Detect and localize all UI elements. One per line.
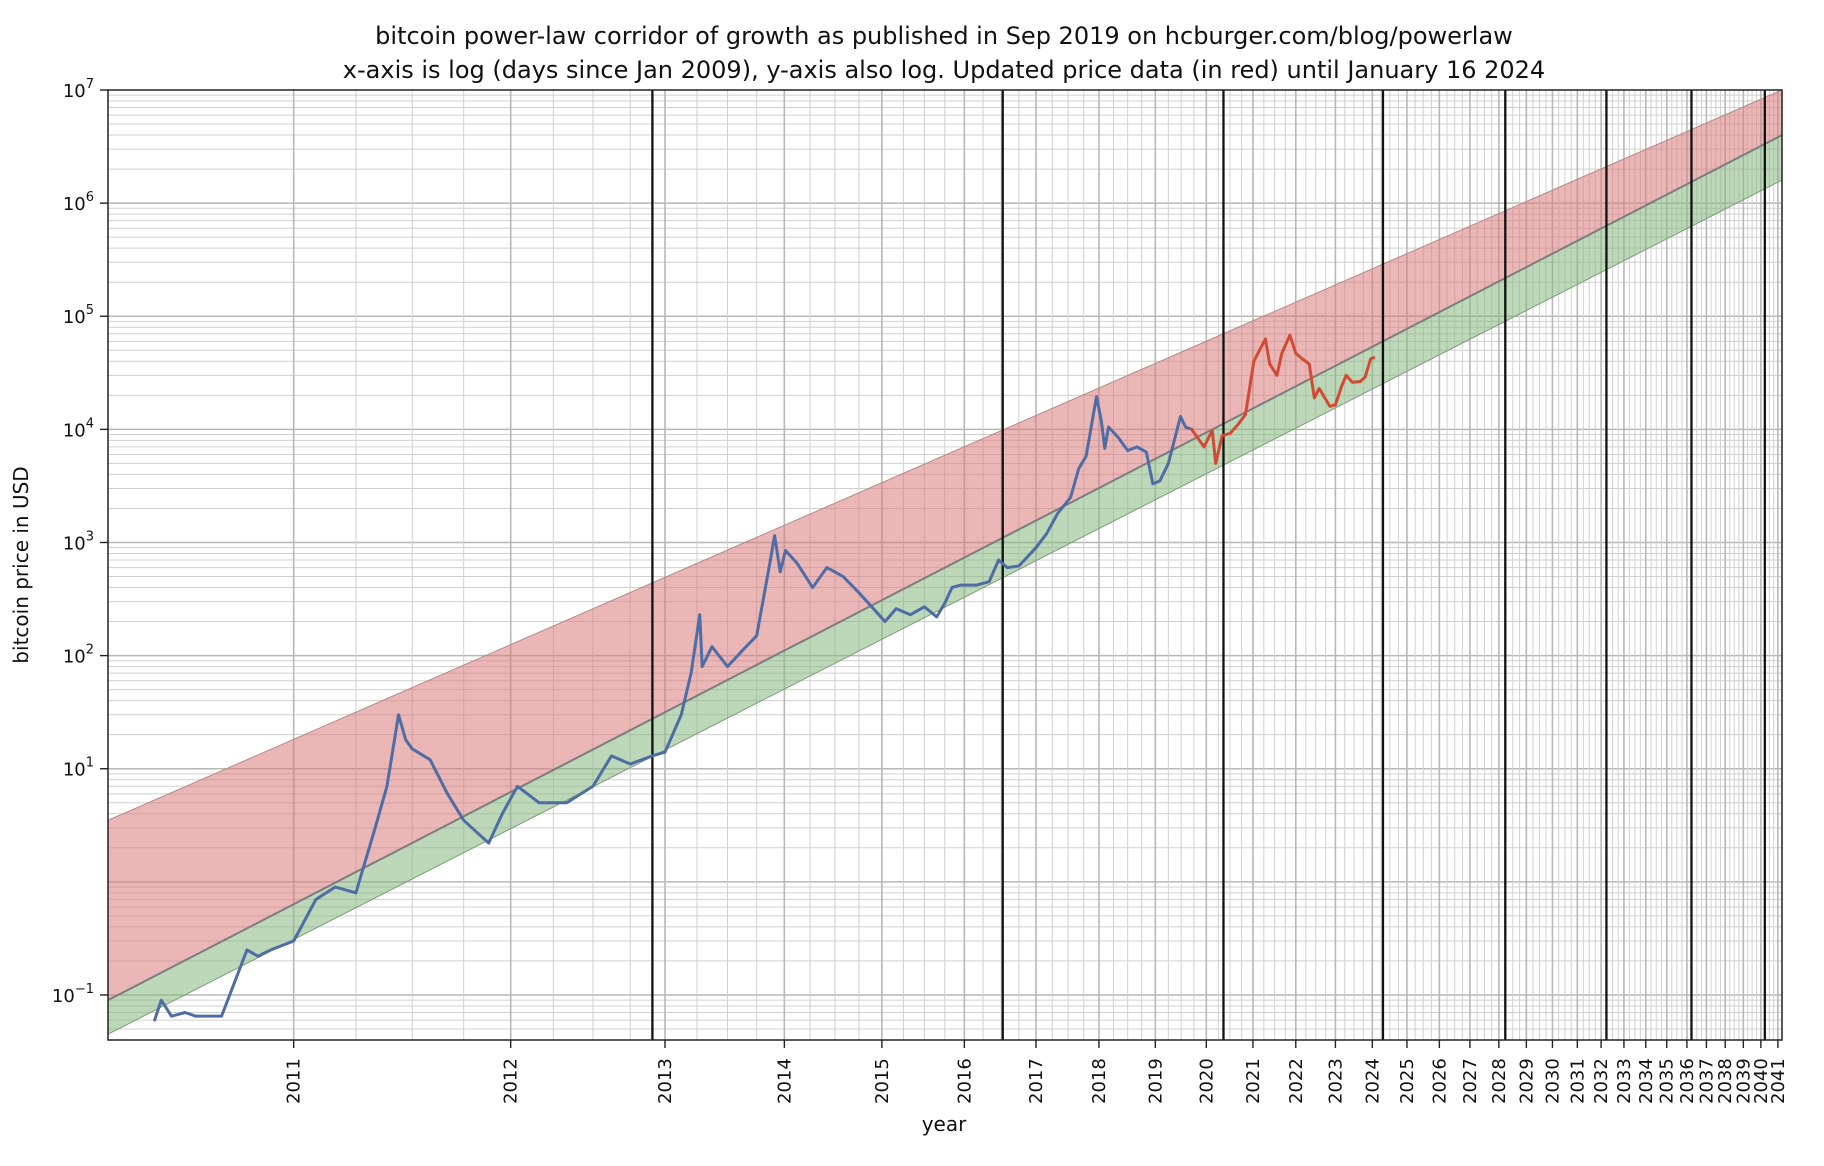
y-tick-label-6: 105 xyxy=(63,303,94,328)
x-tick-label-2022: 2022 xyxy=(1286,1058,1307,1104)
x-tick-label-2027: 2027 xyxy=(1460,1058,1481,1104)
y-tick-exponent: 1 xyxy=(86,756,94,771)
y-tick-base: 10 xyxy=(63,81,86,102)
x-tick-label-2030: 2030 xyxy=(1542,1058,1563,1104)
x-tick-label-2026: 2026 xyxy=(1429,1058,1450,1104)
x-tick-label-2020: 2020 xyxy=(1196,1058,1217,1104)
x-tick-label-2018: 2018 xyxy=(1089,1058,1110,1104)
y-tick-exponent: 2 xyxy=(86,643,94,658)
x-tick-label-2035: 2035 xyxy=(1657,1058,1678,1104)
y-tick-exponent: 5 xyxy=(86,303,94,318)
x-tick-label-2024: 2024 xyxy=(1362,1058,1383,1104)
y-tick-exponent: 6 xyxy=(86,190,94,205)
y-tick-base: 10 xyxy=(63,307,86,328)
x-tick-label-2012: 2012 xyxy=(501,1058,522,1104)
x-tick-label-2028: 2028 xyxy=(1489,1058,1510,1104)
y-tick-base: 10 xyxy=(63,533,86,554)
x-tick-label-2041: 2041 xyxy=(1768,1058,1789,1104)
y-tick-base: 10 xyxy=(63,647,86,668)
y-tick-label-1: 10−1 xyxy=(52,982,94,1007)
chart-title: bitcoin power-law corridor of growth as … xyxy=(375,22,1513,50)
x-axis-label: year xyxy=(922,1112,967,1136)
x-tick-label-2011: 2011 xyxy=(284,1058,305,1104)
x-tick-label-2038: 2038 xyxy=(1715,1058,1736,1104)
x-tick-label-2033: 2033 xyxy=(1614,1058,1635,1104)
y-tick-base: 10 xyxy=(63,420,86,441)
y-tick-exponent: 3 xyxy=(86,529,94,544)
x-tick-label-2021: 2021 xyxy=(1243,1058,1264,1104)
x-tick-label-2016: 2016 xyxy=(954,1058,975,1104)
x-tick-label-2037: 2037 xyxy=(1696,1058,1717,1104)
y-tick-base: 10 xyxy=(63,760,86,781)
marker-layer xyxy=(651,90,1766,1040)
x-tick-label-2034: 2034 xyxy=(1636,1058,1657,1104)
x-tick-label-2015: 2015 xyxy=(872,1058,893,1104)
chart-subtitle: x-axis is log (days since Jan 2009), y-a… xyxy=(343,56,1545,84)
y-tick-label-8: 107 xyxy=(63,77,94,102)
x-tick-label-2032: 2032 xyxy=(1591,1058,1612,1104)
updated-price-line xyxy=(1190,333,1376,465)
plot-frame xyxy=(107,89,1783,1041)
y-tick-label-2: 101 xyxy=(63,756,94,781)
x-tick-label-2019: 2019 xyxy=(1145,1058,1166,1104)
y-tick-base: 10 xyxy=(63,194,86,215)
y-axis-label: bitcoin price in USD xyxy=(9,466,33,663)
y-tick-label-4: 103 xyxy=(63,529,94,554)
x-tick-label-2040: 2040 xyxy=(1751,1058,1772,1104)
corridor-midline xyxy=(107,134,1783,1002)
x-tick-label-2029: 2029 xyxy=(1516,1058,1537,1104)
x-tick-label-2036: 2036 xyxy=(1677,1058,1698,1104)
y-tick-label-5: 104 xyxy=(63,416,94,441)
y-tick-base: 10 xyxy=(52,986,75,1007)
x-tick-label-2039: 2039 xyxy=(1733,1058,1754,1104)
y-tick-label-3: 102 xyxy=(63,643,94,668)
x-tick-label-2017: 2017 xyxy=(1026,1058,1047,1104)
y-tick-exponent: 7 xyxy=(86,77,94,92)
x-tick-label-2031: 2031 xyxy=(1567,1058,1588,1104)
y-tick-exponent: −1 xyxy=(75,982,94,997)
historical-price-line xyxy=(153,395,1194,1022)
x-tick-label-2013: 2013 xyxy=(655,1058,676,1104)
x-tick-label-2014: 2014 xyxy=(774,1058,795,1104)
y-tick-exponent: 4 xyxy=(86,416,94,431)
x-tick-label-2023: 2023 xyxy=(1325,1058,1346,1104)
y-tick-label-7: 106 xyxy=(63,190,94,215)
x-tick-label-2025: 2025 xyxy=(1397,1058,1418,1104)
series-layer xyxy=(153,333,1376,1022)
